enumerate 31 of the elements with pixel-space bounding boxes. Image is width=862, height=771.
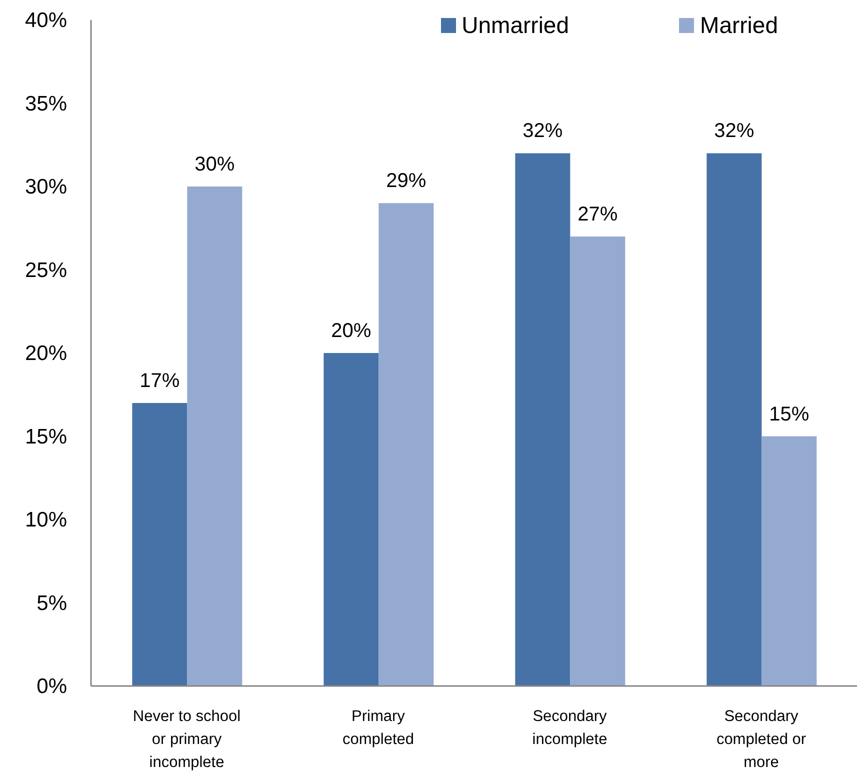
- data-label: 32%: [522, 120, 563, 142]
- y-tick-label: 5%: [36, 592, 67, 615]
- data-label: 15%: [769, 403, 810, 426]
- bar: [706, 153, 762, 686]
- y-tick-label: 25%: [24, 258, 67, 282]
- y-tick-label: 0%: [36, 675, 67, 698]
- x-tick-label: Secondary incomplete: [532, 708, 608, 748]
- legend-label: Unmarried: [462, 12, 570, 39]
- data-label: 20%: [331, 320, 372, 342]
- data-label: 32%: [714, 120, 754, 142]
- x-tick-label: Never to school or primary incomplete: [132, 708, 241, 771]
- bar: [187, 186, 242, 686]
- y-tick-label: 40%: [24, 9, 67, 32]
- y-tick-label: 10%: [24, 508, 67, 532]
- legend-label: Married: [700, 12, 778, 39]
- bar: [762, 436, 817, 686]
- y-tick-label: 35%: [24, 92, 67, 116]
- bar: [324, 353, 379, 686]
- y-tick-label: 30%: [24, 176, 67, 198]
- bar: [515, 153, 570, 686]
- data-label: 27%: [578, 203, 618, 226]
- y-tick-label: 20%: [24, 342, 67, 365]
- data-label: 29%: [386, 170, 426, 192]
- x-tick-label: Secondary completed or more: [716, 708, 806, 771]
- y-tick-label: 15%: [24, 425, 67, 448]
- data-label: 30%: [194, 154, 235, 176]
- bar: [570, 236, 626, 686]
- x-tick-label: Primary completed: [342, 708, 414, 748]
- data-label: 17%: [140, 370, 180, 392]
- bar: [132, 402, 188, 686]
- bar: [378, 203, 434, 686]
